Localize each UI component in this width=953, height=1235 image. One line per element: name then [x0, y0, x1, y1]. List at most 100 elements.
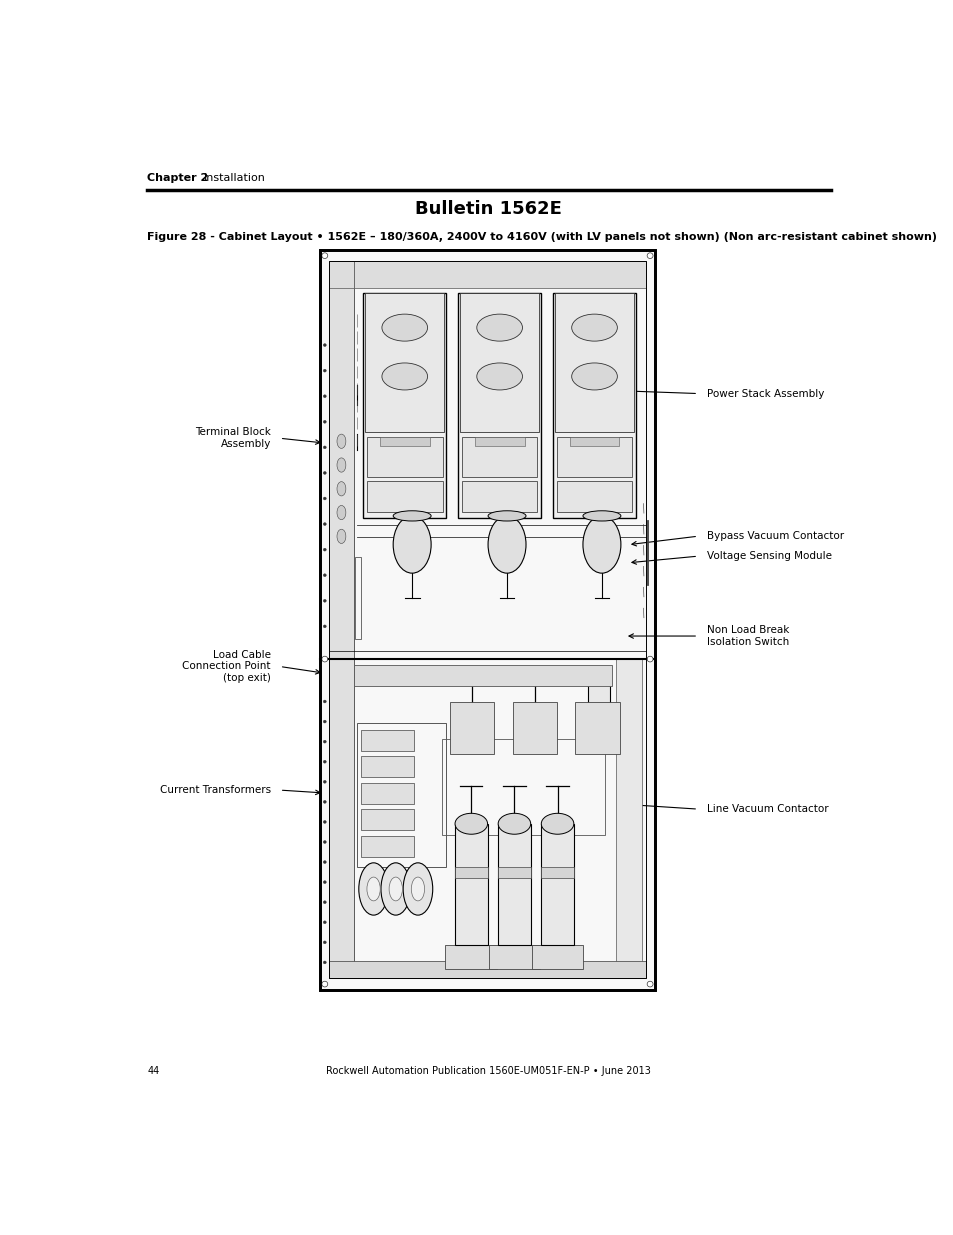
Ellipse shape [323, 395, 326, 398]
Ellipse shape [323, 861, 326, 863]
Ellipse shape [381, 314, 427, 341]
Ellipse shape [389, 877, 402, 900]
Bar [360, 730, 414, 751]
Ellipse shape [540, 814, 573, 834]
Ellipse shape [582, 511, 620, 521]
Ellipse shape [321, 656, 328, 662]
Text: Bulletin 1562E: Bulletin 1562E [416, 200, 561, 219]
Bar [575, 701, 619, 755]
Bar [512, 701, 557, 755]
Ellipse shape [393, 516, 431, 573]
Bar [357, 722, 446, 867]
Ellipse shape [336, 458, 346, 472]
Ellipse shape [336, 435, 346, 448]
Ellipse shape [323, 720, 326, 722]
Bar [555, 293, 633, 432]
Text: Voltage Sensing Module: Voltage Sensing Module [706, 551, 831, 561]
Bar [442, 739, 604, 835]
Bar [553, 293, 636, 517]
Bar [455, 824, 487, 945]
Ellipse shape [323, 961, 326, 963]
Bar [320, 249, 654, 989]
Bar [360, 809, 414, 830]
Ellipse shape [323, 800, 326, 803]
Bar [616, 659, 641, 978]
Bar [360, 783, 414, 804]
Text: Power Stack Assembly: Power Stack Assembly [706, 389, 823, 399]
Text: Installation: Installation [204, 173, 266, 183]
Bar [329, 262, 354, 659]
Ellipse shape [336, 505, 346, 520]
Ellipse shape [646, 982, 653, 987]
Bar [457, 293, 540, 517]
Ellipse shape [323, 700, 326, 703]
Bar [557, 480, 632, 513]
Bar [360, 836, 414, 857]
Ellipse shape [336, 482, 346, 496]
Ellipse shape [476, 314, 522, 341]
Bar [329, 262, 354, 288]
Ellipse shape [323, 574, 326, 577]
Text: Rockwell Automation Publication 1560E-UM051F-EN-P • June 2013: Rockwell Automation Publication 1560E-UM… [326, 1066, 651, 1076]
Ellipse shape [455, 814, 487, 834]
Text: Terminal Block
Assembly: Terminal Block Assembly [194, 427, 271, 450]
Bar [540, 824, 573, 945]
Ellipse shape [367, 877, 380, 900]
Text: Non Load Break
Isolation Switch: Non Load Break Isolation Switch [706, 625, 788, 647]
Bar [329, 262, 645, 978]
Text: Current Transformers: Current Transformers [159, 785, 271, 795]
Ellipse shape [323, 881, 326, 883]
Ellipse shape [323, 941, 326, 944]
Bar [329, 961, 645, 978]
Text: Figure 28 - Cabinet Layout • 1562E – 180/360A, 2400V to 4160V (with LV panels no: Figure 28 - Cabinet Layout • 1562E – 180… [147, 232, 937, 242]
Bar [497, 824, 530, 945]
Bar [379, 437, 429, 446]
Ellipse shape [476, 363, 522, 390]
Ellipse shape [321, 253, 328, 258]
Bar [360, 756, 414, 777]
Bar [354, 262, 645, 288]
Bar [449, 701, 494, 755]
Bar [531, 945, 583, 969]
Ellipse shape [497, 814, 530, 834]
Ellipse shape [321, 982, 328, 987]
Ellipse shape [411, 877, 424, 900]
Ellipse shape [323, 921, 326, 924]
Ellipse shape [571, 363, 617, 390]
Bar [460, 293, 538, 432]
Ellipse shape [323, 369, 326, 372]
Bar [569, 437, 618, 446]
Ellipse shape [488, 511, 525, 521]
Text: Chapter 2: Chapter 2 [147, 173, 209, 183]
Ellipse shape [393, 511, 431, 521]
Ellipse shape [323, 343, 326, 347]
Bar [587, 668, 610, 739]
Bar [461, 437, 537, 477]
Bar [557, 437, 632, 477]
Ellipse shape [323, 548, 326, 551]
Ellipse shape [323, 420, 326, 424]
Bar [365, 293, 443, 432]
Ellipse shape [381, 363, 427, 390]
Ellipse shape [323, 781, 326, 783]
Text: Bypass Vacuum Contactor: Bypass Vacuum Contactor [706, 531, 843, 541]
Ellipse shape [323, 472, 326, 474]
Ellipse shape [323, 761, 326, 763]
Ellipse shape [571, 314, 617, 341]
Ellipse shape [582, 516, 620, 573]
Bar [540, 867, 573, 878]
Ellipse shape [358, 863, 388, 915]
Ellipse shape [323, 900, 326, 904]
Ellipse shape [323, 740, 326, 743]
Ellipse shape [403, 863, 433, 915]
Ellipse shape [646, 253, 653, 258]
Bar [320, 249, 654, 989]
Ellipse shape [323, 446, 326, 448]
Text: Load Cable
Connection Point
(top exit): Load Cable Connection Point (top exit) [182, 650, 271, 683]
Ellipse shape [336, 530, 346, 543]
Ellipse shape [323, 841, 326, 844]
Text: 44: 44 [147, 1066, 159, 1076]
Bar [488, 945, 539, 969]
Bar [329, 659, 354, 978]
Bar [367, 437, 442, 477]
